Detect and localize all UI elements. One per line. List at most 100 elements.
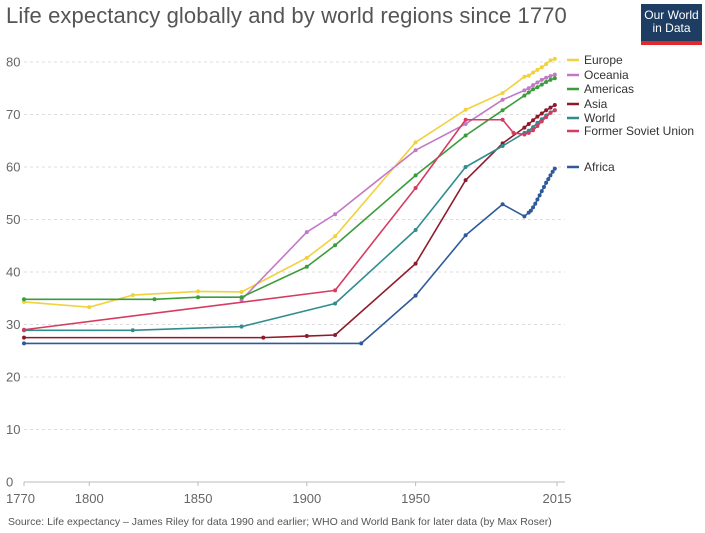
data-point-europe-1870[interactable] xyxy=(239,289,244,294)
data-point-americas-2000[interactable] xyxy=(522,93,527,98)
data-point-asia-2004[interactable] xyxy=(531,118,536,123)
data-point-europe-2006[interactable] xyxy=(535,67,540,72)
data-point-europe-2008[interactable] xyxy=(539,65,544,70)
data-point-americas-1973[interactable] xyxy=(463,133,468,138)
data-point-oceania-2014[interactable] xyxy=(552,72,557,77)
data-point-europe-1913[interactable] xyxy=(333,234,338,239)
legend-item-americas[interactable]: Americas xyxy=(567,82,634,96)
data-point-oceania-2012[interactable] xyxy=(548,74,553,79)
owid-logo[interactable]: Our World in Data xyxy=(641,4,702,45)
data-point-former-soviet-union-2014[interactable] xyxy=(552,108,557,113)
data-point-former-soviet-union-1995[interactable] xyxy=(511,130,516,135)
data-point-oceania-2002[interactable] xyxy=(526,86,531,91)
data-point-former-soviet-union-2004[interactable] xyxy=(531,128,536,133)
data-point-africa-2000[interactable] xyxy=(522,214,527,219)
data-point-africa-1973[interactable] xyxy=(463,233,468,238)
data-point-africa-1770[interactable] xyxy=(22,341,26,346)
data-point-africa-2005[interactable] xyxy=(533,201,538,206)
data-point-asia-1913[interactable] xyxy=(333,333,338,337)
data-point-former-soviet-union-1950[interactable] xyxy=(413,186,418,190)
data-point-europe-1973[interactable] xyxy=(463,107,468,112)
data-point-oceania-2006[interactable] xyxy=(535,80,540,85)
series-africa[interactable] xyxy=(22,166,557,346)
data-point-americas-1990[interactable] xyxy=(500,108,505,113)
data-point-former-soviet-union-1770[interactable] xyxy=(22,327,26,332)
data-point-former-soviet-union-2006[interactable] xyxy=(535,124,540,129)
data-point-world-1990[interactable] xyxy=(500,144,505,148)
data-point-oceania-1973[interactable] xyxy=(463,121,468,126)
data-point-africa-1990[interactable] xyxy=(500,202,505,207)
data-point-africa-2007[interactable] xyxy=(537,193,542,198)
data-point-africa-2006[interactable] xyxy=(535,197,540,202)
data-point-americas-2004[interactable] xyxy=(531,87,536,92)
data-point-europe-2010[interactable] xyxy=(544,62,549,67)
data-point-asia-2014[interactable] xyxy=(552,103,557,108)
data-point-asia-1973[interactable] xyxy=(463,178,468,183)
data-point-europe-1800[interactable] xyxy=(87,305,92,310)
data-point-oceania-1990[interactable] xyxy=(500,97,505,102)
data-point-americas-2008[interactable] xyxy=(539,82,544,87)
data-point-asia-1880[interactable] xyxy=(261,335,266,340)
data-point-former-soviet-union-2002[interactable] xyxy=(526,130,531,135)
data-point-africa-2014[interactable] xyxy=(552,166,557,171)
series-oceania[interactable] xyxy=(239,72,557,302)
data-point-former-soviet-union-2012[interactable] xyxy=(548,110,553,115)
data-point-americas-1870[interactable] xyxy=(239,295,244,300)
data-point-asia-2008[interactable] xyxy=(539,111,544,116)
legend-item-europe[interactable]: Europe xyxy=(567,53,623,67)
legend-item-former-soviet-union[interactable]: Former Soviet Union xyxy=(567,124,694,138)
data-point-americas-2012[interactable] xyxy=(548,77,553,82)
data-point-europe-2004[interactable] xyxy=(531,70,536,75)
series-line-europe[interactable] xyxy=(23,58,556,308)
data-point-americas-2014[interactable] xyxy=(552,76,557,81)
series-former-soviet-union[interactable] xyxy=(22,108,557,332)
data-point-oceania-2008[interactable] xyxy=(539,77,544,82)
data-point-world-2004[interactable] xyxy=(531,125,536,130)
data-point-oceania-1950[interactable] xyxy=(413,148,418,153)
data-point-world-1913[interactable] xyxy=(333,301,338,306)
data-point-americas-1770[interactable] xyxy=(22,297,26,302)
data-point-africa-2011[interactable] xyxy=(546,177,551,182)
data-point-europe-2014[interactable] xyxy=(552,56,557,61)
legend-item-world[interactable]: World xyxy=(567,111,615,125)
data-point-americas-1830[interactable] xyxy=(152,297,157,302)
data-point-asia-2000[interactable] xyxy=(522,125,527,130)
data-point-africa-1925[interactable] xyxy=(359,341,364,346)
data-point-former-soviet-union-2010[interactable] xyxy=(544,115,549,120)
series-asia[interactable] xyxy=(22,103,557,340)
data-point-asia-2002[interactable] xyxy=(526,121,531,126)
series-line-africa[interactable] xyxy=(24,168,556,345)
data-point-asia-1950[interactable] xyxy=(413,261,418,266)
data-point-europe-2012[interactable] xyxy=(548,58,553,63)
data-point-world-1820[interactable] xyxy=(130,328,135,333)
data-point-africa-2010[interactable] xyxy=(544,180,549,185)
data-point-africa-2009[interactable] xyxy=(541,184,546,189)
data-point-americas-1950[interactable] xyxy=(413,173,418,178)
data-point-oceania-1900[interactable] xyxy=(304,230,309,235)
legend-item-africa[interactable]: Africa xyxy=(567,160,615,174)
data-point-africa-2003[interactable] xyxy=(528,208,533,213)
data-point-europe-2000[interactable] xyxy=(522,74,527,79)
data-point-asia-2006[interactable] xyxy=(535,114,540,119)
data-point-americas-2006[interactable] xyxy=(535,85,540,90)
data-point-world-1973[interactable] xyxy=(463,165,468,169)
series-europe[interactable] xyxy=(22,56,557,310)
series-americas[interactable] xyxy=(22,76,557,302)
data-point-europe-1990[interactable] xyxy=(500,90,505,95)
data-point-africa-2008[interactable] xyxy=(539,189,544,194)
data-point-former-soviet-union-2000[interactable] xyxy=(522,132,527,137)
data-point-europe-1900[interactable] xyxy=(304,255,309,260)
data-point-asia-2010[interactable] xyxy=(544,108,549,113)
data-point-americas-2002[interactable] xyxy=(526,90,531,95)
legend-item-asia[interactable]: Asia xyxy=(567,97,608,111)
data-point-former-soviet-union-1973[interactable] xyxy=(463,117,468,122)
data-point-africa-2004[interactable] xyxy=(531,205,536,210)
data-point-europe-1950[interactable] xyxy=(413,140,418,145)
data-point-asia-1900[interactable] xyxy=(304,334,309,339)
data-point-oceania-1913[interactable] xyxy=(333,212,338,217)
data-point-former-soviet-union-1913[interactable] xyxy=(333,288,338,293)
data-point-africa-1950[interactable] xyxy=(413,293,418,298)
series-line-world[interactable] xyxy=(24,109,556,332)
data-point-world-1870[interactable] xyxy=(239,324,244,329)
data-point-americas-1850[interactable] xyxy=(196,295,201,300)
